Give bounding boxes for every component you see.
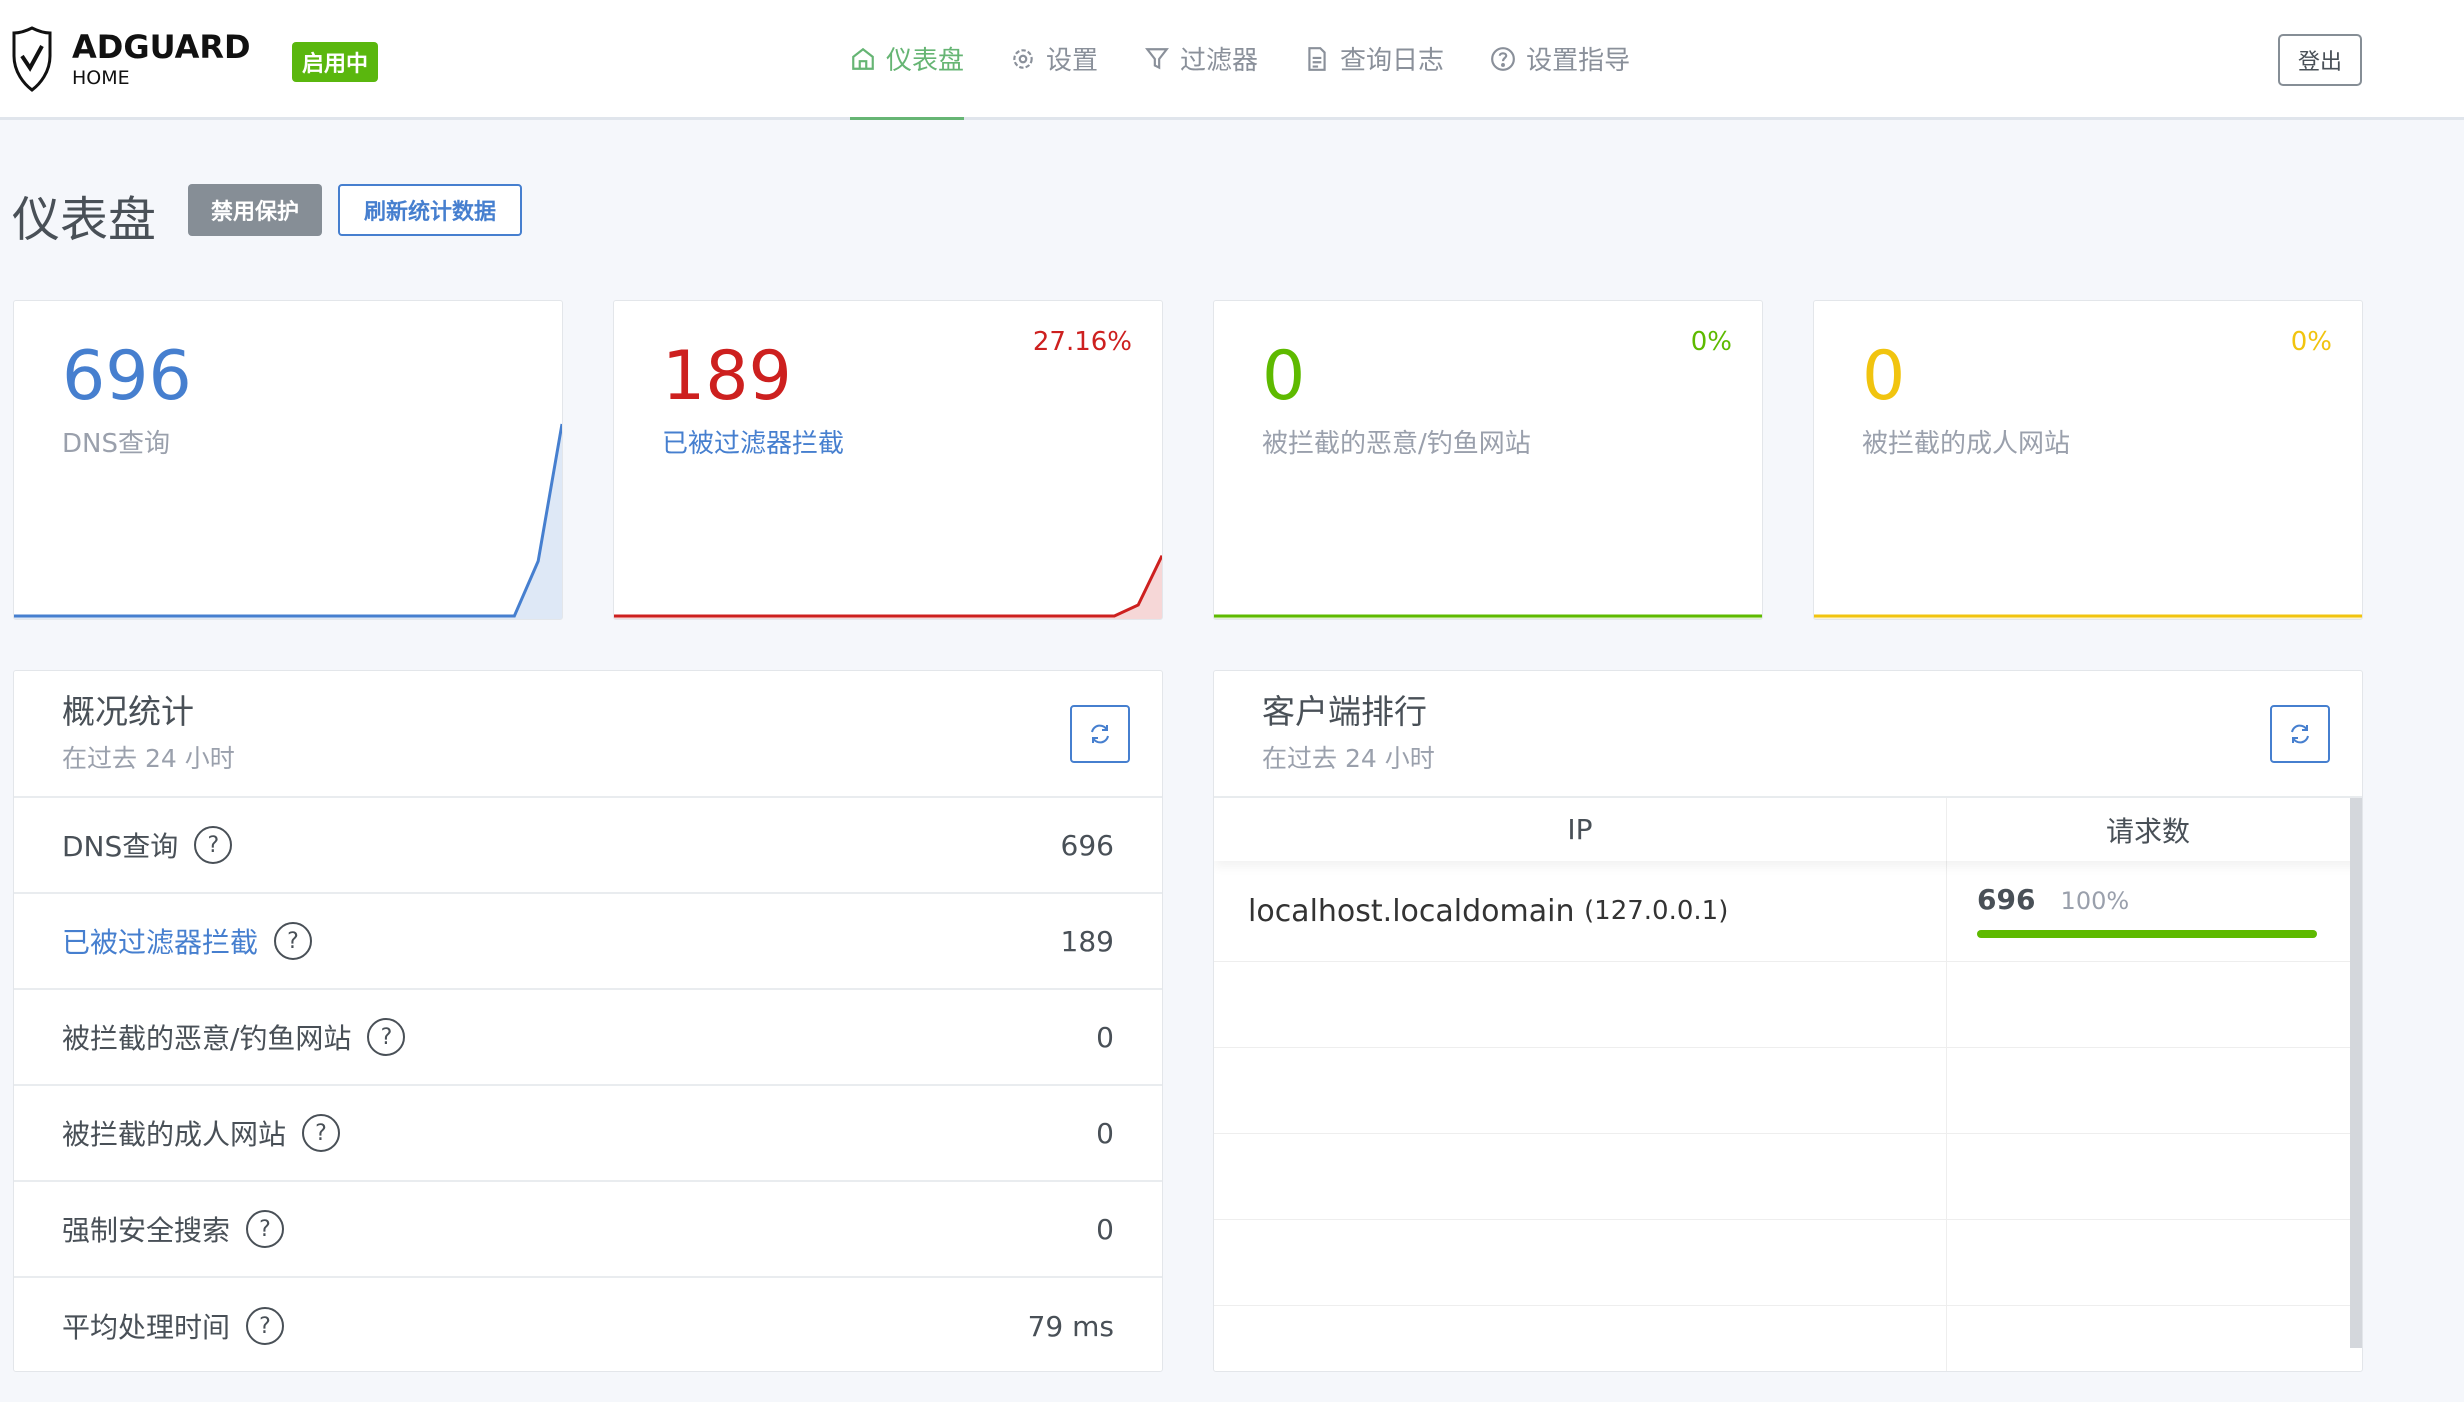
refresh-button[interactable] [2270, 705, 2330, 763]
sparkline [1214, 614, 1762, 619]
top-header: ADGUARD HOME 启用中 仪表盘 设置 过滤器 查询日志 设置指导 登出 [0, 0, 2464, 120]
card-value: 0 [1262, 337, 1306, 416]
card-percent: 0% [1690, 327, 1732, 357]
shield-check-icon [12, 26, 52, 92]
stat-label: 被拦截的成人网站 [62, 1118, 287, 1151]
brand-name: ADGUARD [72, 27, 251, 66]
card-label: 被拦截的成人网站 [1862, 429, 2071, 459]
client-ip: (127.0.0.1) [1584, 896, 1729, 926]
refresh-icon [2291, 724, 2309, 744]
nav-label: 仪表盘 [886, 46, 965, 76]
request-count: 696 [1977, 883, 2036, 916]
stat-value: 79 ms [1027, 1309, 1114, 1343]
nav-query-log[interactable]: 查询日志 [1304, 0, 1444, 120]
stat-value: 0 [1096, 1212, 1114, 1246]
stats-panel: 概况统计 在过去 24 小时 DNS查询? 696 已被过滤器拦截? 189 被拦截的恶… [13, 670, 1163, 1372]
stat-value: 696 [1060, 828, 1114, 862]
gear-icon [1013, 48, 1033, 69]
nav-setup-guide[interactable]: 设置指导 [1490, 0, 1630, 120]
blocked-adult-card: 0 被拦截的成人网站 0% [1813, 300, 2363, 620]
stat-row: 已被过滤器拦截? 189 [14, 894, 1162, 990]
sparkline [614, 555, 1162, 619]
column-requests[interactable]: 请求数 [2105, 814, 2190, 848]
brand-sub: HOME [72, 66, 130, 89]
help-icon[interactable]: ? [194, 826, 233, 864]
nav-filters[interactable]: 过滤器 [1144, 0, 1258, 120]
filter-icon [1145, 47, 1169, 69]
stat-value: 189 [1060, 924, 1114, 958]
sparkline [1814, 614, 2362, 619]
nav-settings[interactable]: 设置 [1010, 0, 1098, 120]
card-percent: 0% [2290, 327, 2332, 357]
nav-label: 设置 [1046, 46, 1099, 76]
table-row-empty [1214, 1048, 2362, 1134]
sparkline [14, 423, 562, 619]
table-row-empty [1214, 1306, 2362, 1371]
blocked-malware-card: 0 被拦截的恶意/钓鱼网站 0% [1213, 300, 1763, 620]
table-row: localhost.localdomain (127.0.0.1) 696 10… [1214, 861, 2362, 962]
stat-label: DNS查询 [62, 830, 179, 863]
stat-value: 0 [1096, 1020, 1114, 1054]
help-icon[interactable]: ? [274, 922, 313, 960]
table-row-empty [1214, 1134, 2362, 1220]
card-value: 696 [62, 337, 192, 416]
refresh-icon [1091, 724, 1109, 744]
card-label: 被拦截的恶意/钓鱼网站 [1262, 429, 1531, 459]
nav-label: 查询日志 [1340, 46, 1445, 76]
stat-row: 被拦截的恶意/钓鱼网站? 0 [14, 990, 1162, 1086]
blocked-filters-card: 189 已被过滤器拦截 27.16% [613, 300, 1163, 620]
page-title: 仪表盘 [12, 192, 157, 248]
stat-row: 强制安全搜索? 0 [14, 1182, 1162, 1278]
nav-dashboard[interactable]: 仪表盘 [850, 0, 965, 120]
panel-subtitle: 在过去 24 小时 [1262, 744, 1435, 773]
disable-protection-button[interactable]: 禁用保护 [188, 184, 322, 236]
refresh-stats-button[interactable]: 刷新统计数据 [338, 184, 522, 236]
document-icon [1308, 46, 1326, 71]
panel-title: 客户端排行 [1262, 692, 1427, 731]
panel-subtitle: 在过去 24 小时 [62, 744, 235, 773]
stat-label: 强制安全搜索 [62, 1214, 231, 1247]
column-ip[interactable]: IP [1214, 798, 1947, 861]
card-percent: 27.16% [1032, 327, 1132, 357]
sparkline-line [14, 423, 562, 618]
panel-title: 概况统计 [62, 692, 194, 731]
card-value: 0 [1862, 337, 1906, 416]
stat-label: 平均处理时间 [62, 1311, 231, 1344]
stat-row: 平均处理时间? 79 ms [14, 1278, 1162, 1371]
sparkline-area [14, 424, 562, 619]
main-nav: 仪表盘 设置 过滤器 查询日志 设置指导 [850, 0, 1676, 120]
table-header: IP 请求数 [1214, 798, 2362, 861]
stat-value: 0 [1096, 1116, 1114, 1150]
nav-label: 过滤器 [1180, 46, 1259, 76]
dns-queries-card: 696 DNS查询 [13, 300, 563, 620]
card-label[interactable]: 已被过滤器拦截 [662, 429, 845, 459]
nav-label: 设置指导 [1526, 46, 1631, 76]
request-percent: 100% [2060, 887, 2130, 915]
home-icon [852, 47, 874, 70]
help-circle-icon [1491, 46, 1515, 71]
sparkline-area [614, 555, 1162, 619]
help-icon[interactable]: ? [367, 1018, 406, 1056]
clients-panel: 客户端排行 在过去 24 小时 IP 请求数 localhost.localdo… [1213, 670, 2363, 1372]
table-row-empty [1214, 962, 2362, 1048]
card-label: DNS查询 [62, 429, 170, 459]
logout-button[interactable]: 登出 [2278, 34, 2362, 86]
stat-row: DNS查询? 696 [14, 798, 1162, 894]
help-icon[interactable]: ? [246, 1307, 285, 1345]
stat-label: 被拦截的恶意/钓鱼网站 [62, 1022, 352, 1055]
stat-row: 被拦截的成人网站? 0 [14, 1086, 1162, 1182]
sparkline-line [614, 555, 1162, 618]
help-icon[interactable]: ? [246, 1210, 285, 1248]
refresh-button[interactable] [1070, 705, 1130, 763]
table-row-empty [1214, 1220, 2362, 1306]
scrollbar[interactable] [2350, 798, 2362, 1348]
adguard-logo[interactable]: ADGUARD HOME [12, 26, 251, 92]
help-icon[interactable]: ? [302, 1114, 341, 1152]
card-value: 189 [662, 337, 792, 416]
status-badge: 启用中 [292, 42, 379, 82]
client-name: localhost.localdomain [1248, 893, 1575, 929]
stat-label[interactable]: 已被过滤器拦截 [62, 926, 259, 959]
request-progress-bar [1977, 930, 2317, 938]
